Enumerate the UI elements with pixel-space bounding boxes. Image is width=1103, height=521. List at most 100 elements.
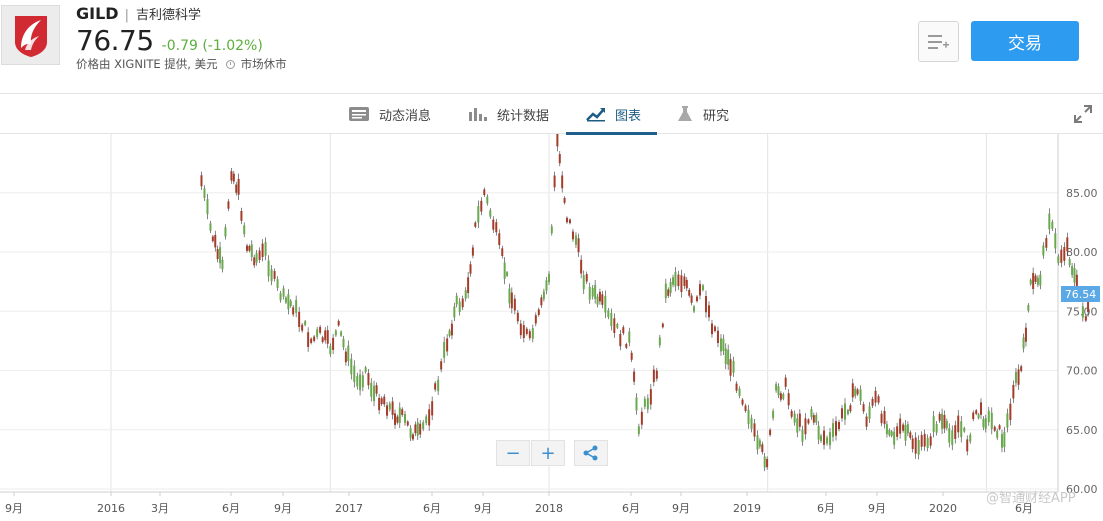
candle-body [568, 219, 571, 224]
tab-news[interactable]: 动态消息 [348, 94, 431, 134]
candle-body [295, 299, 298, 313]
candle-body [513, 298, 516, 311]
candle-body [467, 277, 470, 294]
candle-body [1009, 403, 1012, 421]
candle-body [669, 281, 672, 293]
candle-body [1051, 221, 1054, 229]
candle-body [1032, 272, 1035, 290]
price-chart-svg[interactable]: 60.00 65.00 70.00 75.00 80.00 85.00 9月 2016 3月 6月… [0, 126, 1103, 517]
candle-body [1063, 246, 1066, 261]
candle-body [633, 371, 636, 382]
candle-body [1081, 306, 1084, 318]
candle-body [319, 326, 322, 333]
trade-button[interactable]: 交易 [971, 21, 1079, 61]
candle-body [815, 415, 818, 423]
candle-body [464, 290, 467, 299]
candle-body [580, 259, 583, 274]
candle-body [871, 398, 874, 406]
candle-body [710, 323, 713, 335]
candle-body [324, 330, 327, 341]
x-tick-label: 9月 [5, 502, 23, 515]
share-icon [583, 445, 598, 461]
candle-body [810, 409, 813, 418]
candle-body [237, 178, 240, 195]
candle-body [230, 171, 233, 181]
news-icon [348, 106, 370, 122]
candle-body [519, 323, 522, 336]
candle-body [677, 274, 680, 287]
bar-stats-icon [468, 106, 488, 122]
candle-body [537, 309, 540, 315]
candle-body [843, 403, 846, 420]
candle-body [899, 418, 902, 434]
candle-body [655, 370, 658, 379]
candle-body [1073, 268, 1076, 283]
zoom-in-button[interactable]: + [531, 440, 565, 466]
candle-body [923, 433, 926, 447]
candle-body [248, 245, 251, 251]
candle-body [1060, 249, 1063, 263]
zoom-out-button[interactable]: − [496, 440, 530, 466]
candle-body [707, 305, 710, 318]
candle-body [334, 330, 337, 336]
candle-body [758, 440, 761, 447]
candle-body [574, 235, 577, 245]
y-tick-label: 70.00 [1066, 365, 1098, 378]
candle-body [235, 184, 238, 193]
candle-body [313, 336, 316, 341]
candle-body [347, 345, 350, 362]
candle-body [471, 247, 474, 256]
candle-body [321, 337, 324, 343]
candle-body [243, 225, 246, 235]
candle-body [680, 275, 683, 293]
candle-body [838, 422, 841, 430]
candle-body [391, 401, 394, 415]
x-tick-label: 2016 [97, 502, 125, 515]
stock-header: GILD | 吉利德科学 76.75 -0.79 (-1.02%) 价格由 XI… [0, 0, 1103, 93]
candle-body [486, 196, 489, 204]
chart-icon [586, 106, 606, 122]
candle-body [585, 274, 588, 282]
candle-body [1029, 279, 1032, 285]
add-to-watchlist-button[interactable] [918, 21, 959, 62]
candle-body [588, 286, 591, 300]
candle-body [528, 331, 531, 339]
candle-body [450, 323, 453, 336]
x-tick-label: 2017 [335, 502, 363, 515]
candle-body [531, 328, 534, 339]
candle-body [832, 423, 835, 438]
candle-body [948, 428, 951, 443]
candle-body [378, 397, 381, 411]
current-price: 76.75 [76, 24, 154, 57]
candle-body [553, 175, 556, 188]
share-button[interactable] [574, 440, 608, 466]
tab-research[interactable]: 研究 [676, 94, 729, 134]
candle-body [823, 430, 826, 445]
candle-body [221, 259, 224, 270]
candle-body [298, 311, 301, 327]
candle-body [224, 227, 227, 237]
candle-body [625, 343, 628, 348]
candle-body [373, 385, 376, 402]
candle-body [561, 175, 564, 189]
expand-icon[interactable] [1074, 105, 1092, 127]
candle-body [508, 288, 511, 304]
candle-body [683, 276, 686, 286]
clock-icon [225, 59, 235, 69]
candle-body [883, 410, 886, 425]
candle-body [342, 338, 345, 348]
candle-body [1045, 238, 1048, 248]
candle-body [761, 444, 764, 452]
candle-body [571, 231, 574, 240]
tab-chart[interactable]: 图表 [586, 94, 641, 134]
candle-body [284, 297, 287, 303]
candle-body [664, 283, 667, 299]
candle-body [273, 271, 276, 279]
price-chart[interactable]: 60.00 65.00 70.00 75.00 80.00 85.00 9月 2016 3月 6月… [0, 126, 1103, 517]
candle-body [888, 430, 891, 436]
candle-body [735, 383, 738, 391]
candle-body [558, 154, 561, 164]
tab-statistics[interactable]: 统计数据 [468, 94, 549, 134]
candle-body [534, 315, 537, 324]
title-separator: | [124, 8, 129, 23]
